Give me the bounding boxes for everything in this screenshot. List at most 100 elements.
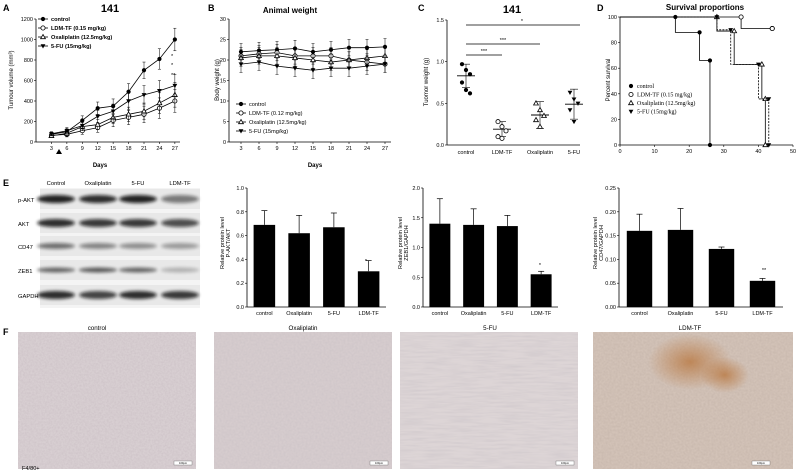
legend-marker [39, 33, 47, 40]
y-tick-label: 0.0 [436, 143, 444, 149]
x-tick-label: 3 [50, 146, 53, 152]
y-tick-label: 0.05 [605, 281, 616, 287]
panel-d-title: Survival proportions [666, 3, 745, 12]
event-marker [766, 143, 772, 148]
y-tick-label: 400 [24, 99, 33, 105]
bar [429, 223, 451, 307]
data-point [463, 67, 469, 73]
y-tick-label: 100 [608, 15, 617, 21]
group-2 [493, 119, 511, 141]
data-point [364, 64, 370, 69]
y-tick-label: 0 [223, 140, 226, 146]
panel-a-sig-1: * [171, 54, 174, 60]
blot-band [161, 267, 199, 273]
bar [357, 271, 380, 307]
survival-line [620, 16, 770, 145]
data-point [291, 54, 299, 61]
legend-marker [628, 92, 634, 98]
y-tick-label: 1.5 [436, 18, 444, 24]
survival-line [620, 16, 773, 29]
ihc-caption-oxaliplatin: Oxaliplatin [289, 325, 318, 332]
y-tick-label: 1.0 [436, 60, 444, 66]
blot-band [161, 243, 199, 249]
x-tick-label: Oxaliplatin [461, 311, 487, 317]
y-tick-label: 1.0 [236, 186, 244, 192]
scalebar-5fu: 100μm [561, 461, 569, 465]
x-tick-label: control [631, 311, 648, 317]
ihc-image-control: 100μm [18, 332, 196, 469]
legend-marker [237, 118, 245, 125]
panel-c-axes: 0.0 0.5 1.0 1.5 control LDM-TF Oxaliplatin 5-FU [436, 18, 580, 156]
blot-col-control: Control [47, 181, 66, 187]
x-tick-label: Oxaliplatin [286, 311, 312, 317]
legend-label: LDM-TF (0.15 mg/kg) [51, 26, 106, 32]
panel-c: C 141 Tuomor weight (g) 0.0 0.5 1.0 1.5 cont… [418, 3, 583, 156]
bar1-plot: 0.0 0.2 0.4 0.6 0.8 1.0 control Oxaliplatin 5-FU… [236, 186, 386, 317]
event-marker [769, 26, 775, 32]
panel-a-axes: 3 6 9 12 15 18 21 24 27 0 200 400 600 800 1000 1200 [21, 17, 180, 152]
blot-col-5fu: 5-FU [132, 181, 145, 187]
data-point [256, 60, 262, 65]
y-tick-label: 0 [614, 143, 617, 149]
panel-c-sig-1: *** [481, 49, 488, 55]
data-point [495, 119, 501, 125]
ihc-image-oxaliplatin: 100μm [214, 332, 392, 469]
legend-marker [628, 83, 634, 89]
x-tick-label: 6 [257, 146, 260, 152]
ihc-image-ldmtf: 100μm [593, 332, 793, 469]
legend-label: Oxaliplatin (12.5mg/kg) [249, 120, 307, 126]
y-tick-label: 1.5 [412, 216, 420, 222]
data-point [141, 68, 147, 73]
x-tick-label: control [458, 150, 475, 156]
data-point [467, 91, 473, 96]
blot-row-pakt: p-AKT [18, 198, 35, 204]
panel-a-arrow [56, 149, 62, 154]
blot-band [79, 243, 117, 249]
data-point [172, 83, 178, 89]
legend-marker [238, 101, 244, 107]
panel-b-axes: 3 6 9 12 15 18 21 24 27 0 5 10 15 20 25 30 [220, 17, 391, 152]
x-tick-label: 5-FU [501, 311, 513, 317]
data-point [274, 64, 280, 69]
event-marker [758, 61, 765, 67]
data-point [532, 116, 540, 123]
bar [253, 224, 276, 307]
blot-band [79, 267, 117, 273]
legend-label: 5-FU (15mg/kg) [637, 109, 677, 116]
x-tick-label: LDM-TF [752, 311, 773, 317]
y-tick-label: 0.0 [236, 305, 244, 311]
blot-band [37, 219, 75, 227]
x-tick-label: 15 [310, 146, 316, 152]
blot-band [161, 291, 199, 299]
blot-band [119, 243, 157, 249]
data-point [273, 52, 281, 58]
panel-a-sig-2: * [171, 63, 174, 69]
ihc-caption-5fu: 5-FU [483, 325, 497, 332]
blot-band [37, 267, 75, 273]
legend-label: 5-FU (15mg/kg) [249, 129, 288, 135]
blot-band [79, 219, 117, 227]
x-tick-label: 5-FU [568, 150, 580, 156]
bar [496, 226, 518, 307]
blot-band [161, 219, 199, 227]
x-tick-label: 5-FU [715, 311, 727, 317]
panel-e: E Control Oxaliplatin 5-FU LDM-TF p-AKT … [3, 178, 783, 317]
survival-3 [620, 13, 769, 148]
data-point [140, 107, 148, 114]
survival-line [620, 16, 711, 145]
panel-b-letter: B [208, 3, 215, 13]
blot-band [79, 291, 117, 299]
x-tick-label: 12 [292, 146, 298, 152]
event-marker [738, 14, 744, 20]
panel-f: F 100μm 100μm 100μm 100μm contro [3, 325, 793, 472]
survival-line [620, 16, 766, 145]
data-point [49, 132, 54, 137]
blot-col-oxaliplatin: Oxaliplatin [84, 181, 111, 187]
data-point [157, 89, 162, 94]
data-point [459, 62, 465, 67]
panel-a-plot [48, 27, 178, 138]
x-tick-label: 24 [364, 146, 370, 152]
y-tick-label: 0.5 [412, 275, 420, 281]
bar [708, 248, 735, 307]
panel-c-ylabel: Tuomor weight (g) [424, 58, 430, 106]
